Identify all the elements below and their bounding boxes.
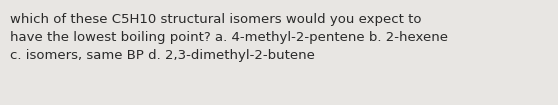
Text: which of these C5H10 structural isomers would you expect to
have the lowest boil: which of these C5H10 structural isomers …: [10, 13, 448, 62]
